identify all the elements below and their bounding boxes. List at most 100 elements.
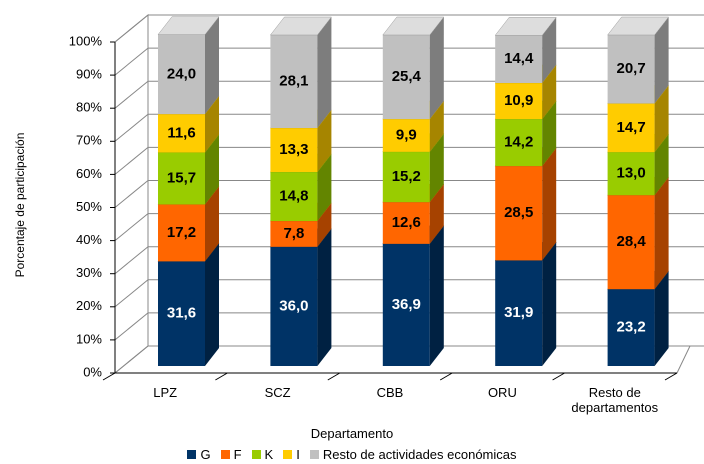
x-tick-label: LPZ xyxy=(153,385,178,400)
value-label: 28,4 xyxy=(616,233,646,250)
bar xyxy=(157,16,220,115)
bar-side xyxy=(654,271,669,366)
legend-swatch xyxy=(220,450,230,459)
bar-front xyxy=(607,289,655,366)
legend-item: G xyxy=(187,447,211,462)
x-tick-label: SCZ xyxy=(264,385,291,400)
bar-side xyxy=(205,16,219,115)
value-label: 36,0 xyxy=(279,297,308,314)
bar-side xyxy=(317,110,332,173)
y-tick-label: 40% xyxy=(76,232,102,247)
bar-top xyxy=(157,16,220,35)
value-label: 31,9 xyxy=(504,304,533,321)
y-tick-label: 10% xyxy=(76,331,102,346)
bar-front xyxy=(495,260,543,366)
y-tick-label: 50% xyxy=(76,199,102,214)
value-label: 24,0 xyxy=(167,65,196,82)
y-tick-label: 80% xyxy=(76,100,102,115)
value-label: 36,9 xyxy=(392,296,421,313)
bar-side xyxy=(429,225,444,366)
y-tick-label: 70% xyxy=(76,133,102,148)
y-tick-label: 30% xyxy=(76,265,102,280)
bar-side xyxy=(542,242,557,366)
bar-side xyxy=(317,228,332,366)
bar-front xyxy=(382,119,430,152)
bar-front xyxy=(270,128,318,173)
value-label: 14,7 xyxy=(616,119,645,136)
bar-top xyxy=(494,17,557,36)
bar-front xyxy=(607,35,655,104)
bar-front xyxy=(270,35,318,129)
x-tick xyxy=(215,372,228,381)
bar-front xyxy=(382,202,430,244)
legend-item: I xyxy=(283,447,300,462)
bar-side xyxy=(205,134,219,205)
bar xyxy=(269,16,332,129)
bar-front xyxy=(382,151,430,203)
bar-side xyxy=(317,154,332,222)
value-label: 31,6 xyxy=(167,305,196,322)
legend: G F K I Resto de actividades económicas xyxy=(0,447,704,462)
bar-front xyxy=(495,166,543,261)
x-tick-label: Resto de departamentos xyxy=(571,385,659,415)
bar-side xyxy=(654,177,669,290)
bar-front xyxy=(382,243,430,366)
y-tick-label: 20% xyxy=(76,298,102,313)
bar-side xyxy=(317,17,332,129)
value-label: 14,2 xyxy=(504,134,533,151)
legend-label: F xyxy=(233,447,242,462)
value-label: 17,2 xyxy=(167,224,196,241)
bar xyxy=(607,16,670,104)
bar-top xyxy=(607,16,670,36)
bar-side xyxy=(654,134,669,196)
bar-front xyxy=(158,261,205,366)
x-tick xyxy=(102,372,116,381)
bar-front xyxy=(495,119,543,167)
bar-front xyxy=(158,152,205,205)
x-tick xyxy=(552,372,565,381)
value-label: 28,1 xyxy=(279,72,308,89)
value-label: 11,6 xyxy=(167,124,195,141)
x-tick xyxy=(439,372,453,381)
value-label: 28,5 xyxy=(504,204,533,221)
x-tick-label: CBB xyxy=(376,385,404,400)
legend-item: Resto de actividades económicas xyxy=(309,447,517,462)
value-label: 9,9 xyxy=(396,126,417,143)
legend-label: G xyxy=(200,447,211,462)
value-label: 7,8 xyxy=(283,225,304,242)
floor-edge xyxy=(676,345,691,374)
bar-side xyxy=(429,17,444,120)
bar-front xyxy=(495,35,543,83)
value-label: 12,6 xyxy=(392,214,421,231)
bar xyxy=(494,17,557,83)
legend-item: K xyxy=(251,447,274,462)
x-tick-label: ORU xyxy=(487,385,517,400)
bar-side xyxy=(429,133,444,203)
bar xyxy=(494,100,557,167)
y-axis-title: Porcentaje de participación xyxy=(13,132,27,278)
bar-side xyxy=(542,148,557,261)
bar-side xyxy=(429,184,444,244)
x-tick xyxy=(327,372,341,381)
y-tick-label: 100% xyxy=(69,33,103,48)
bar-side xyxy=(542,17,557,83)
bar-side xyxy=(654,85,669,153)
value-label: 13,0 xyxy=(616,165,645,182)
bar-side xyxy=(317,203,332,247)
x-axis-title: Departamento xyxy=(310,426,394,441)
bar-front xyxy=(607,195,655,290)
value-label: 20,7 xyxy=(616,60,645,77)
bar-front xyxy=(607,152,655,196)
legend-swatch xyxy=(283,450,293,459)
bar-side xyxy=(205,96,219,153)
y-tick-label: 0% xyxy=(83,364,102,379)
grid-line xyxy=(114,14,704,43)
legend-swatch xyxy=(251,450,261,459)
value-label: 14,4 xyxy=(504,50,534,67)
y-tick-label: 60% xyxy=(76,166,102,181)
bar-side xyxy=(542,101,557,167)
bar-side xyxy=(205,243,219,366)
legend-label: K xyxy=(264,447,274,462)
